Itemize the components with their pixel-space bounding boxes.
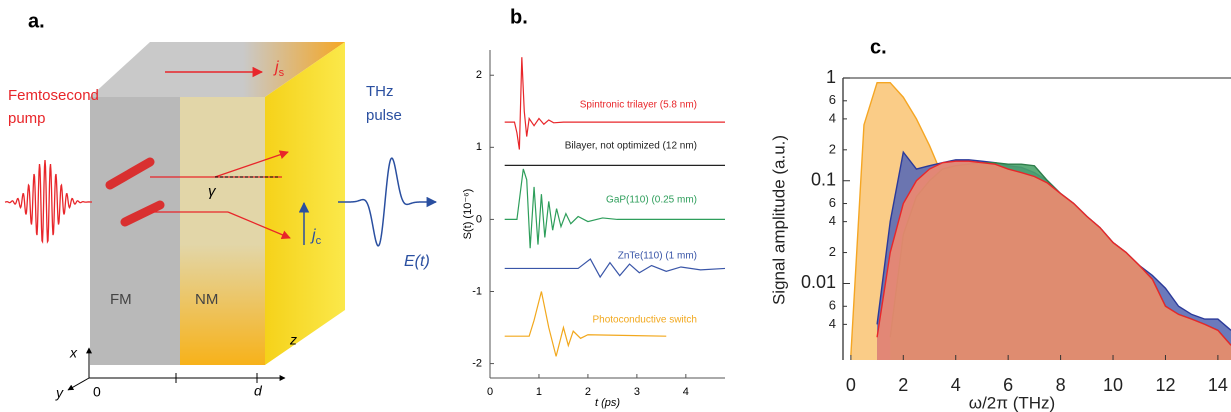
series-label: Bilayer, not optimized (12 nm)	[565, 141, 697, 152]
y-tick-label: 2	[829, 244, 836, 259]
x-axis-label: t (ps)	[595, 397, 620, 409]
magnetization	[105, 157, 155, 190]
y-tick-label: 6	[829, 298, 836, 313]
x-tick-label: 1	[536, 386, 542, 398]
x-tick-label: 3	[634, 386, 640, 398]
y-tick-label: 4	[829, 110, 836, 125]
y-tick-label: 6	[829, 92, 836, 107]
series-label: GaP(110) (0.25 mm)	[606, 195, 697, 206]
area	[877, 161, 1231, 360]
y-tick-label: 1	[476, 141, 482, 153]
trace	[504, 258, 726, 279]
x-tick-label: 2	[898, 375, 908, 395]
y-tick-label: 2	[829, 141, 836, 156]
x-tick-label: 8	[1056, 375, 1066, 395]
nm-layer	[180, 97, 265, 365]
panel-label: a.	[28, 10, 45, 32]
thz-label: THz	[366, 83, 394, 100]
js-label: js	[273, 59, 285, 79]
x-tick-label: 12	[1155, 375, 1175, 395]
symbol: j	[310, 227, 316, 244]
thz-pulse	[338, 157, 438, 247]
y-tick-label: 1	[826, 67, 836, 87]
subscript: s	[279, 67, 285, 79]
x-tick-label: 0	[846, 375, 856, 395]
y-tick-label: 0	[476, 213, 482, 225]
slab-side	[265, 42, 345, 365]
ray	[214, 150, 289, 178]
ray	[227, 211, 291, 240]
x-tick-label: 6	[1003, 375, 1013, 395]
y-tick-label: -1	[472, 285, 482, 297]
symbol: j	[273, 59, 279, 76]
x-tick-label: 2	[585, 386, 591, 398]
magnetization	[120, 200, 165, 227]
x-tick-label: 0	[487, 386, 493, 398]
axis-label: y	[55, 385, 64, 401]
pump-label: Femtosecond	[8, 87, 99, 104]
trace	[504, 168, 725, 249]
x-tick-label: 10	[1103, 375, 1123, 395]
y-tick-label: 4	[829, 316, 836, 331]
panel-a: a. Femtosecond pump THz pulse js jc γ E(…	[4, 10, 438, 401]
jc-label: jc	[310, 227, 322, 247]
nm-label: NM	[195, 291, 218, 308]
y-tick-label: 2	[476, 69, 482, 81]
y-tick-label: 6	[829, 195, 836, 210]
y-axis-label: S(t) (10⁻⁶)	[462, 189, 474, 240]
series-label: ZnTe(110) (1 mm)	[618, 251, 697, 262]
x-tick-label: 14	[1208, 375, 1228, 395]
x-axis-label: ω/2π (THz)	[969, 393, 1055, 412]
thickness-label: d	[254, 383, 263, 399]
origin-label: 0	[93, 384, 101, 400]
y-tick-label: 4	[829, 213, 836, 228]
subscript: c	[316, 235, 322, 247]
panel-label: c.	[870, 36, 887, 58]
y-tick-label: 0.1	[811, 169, 836, 189]
thz-label: pulse	[366, 107, 402, 124]
y-axis	[67, 377, 90, 391]
fm-layer	[90, 97, 180, 365]
fm-label: FM	[110, 291, 132, 308]
pump-pulse	[4, 159, 93, 244]
area-outline	[876, 160, 1231, 346]
trace	[504, 57, 725, 150]
slab-top	[90, 42, 345, 97]
pump-label: pump	[8, 110, 46, 127]
axis-label: x	[69, 345, 78, 361]
series-label: Spintronic trilayer (5.8 nm)	[580, 100, 697, 111]
axis-label: z	[289, 332, 297, 348]
x-tick-label: 4	[683, 386, 689, 398]
trace	[504, 291, 667, 357]
y-axis-label: Signal amplitude (a.u.)	[769, 135, 788, 305]
panel-label: b.	[510, 6, 528, 28]
y-tick-label: 0.01	[801, 272, 836, 292]
x-tick-label: 4	[951, 375, 961, 395]
field-label: E(t)	[404, 253, 430, 270]
angle-label: γ	[208, 183, 217, 200]
y-tick-label: -2	[472, 357, 482, 369]
series-label: Photoconductive switch	[592, 315, 697, 326]
